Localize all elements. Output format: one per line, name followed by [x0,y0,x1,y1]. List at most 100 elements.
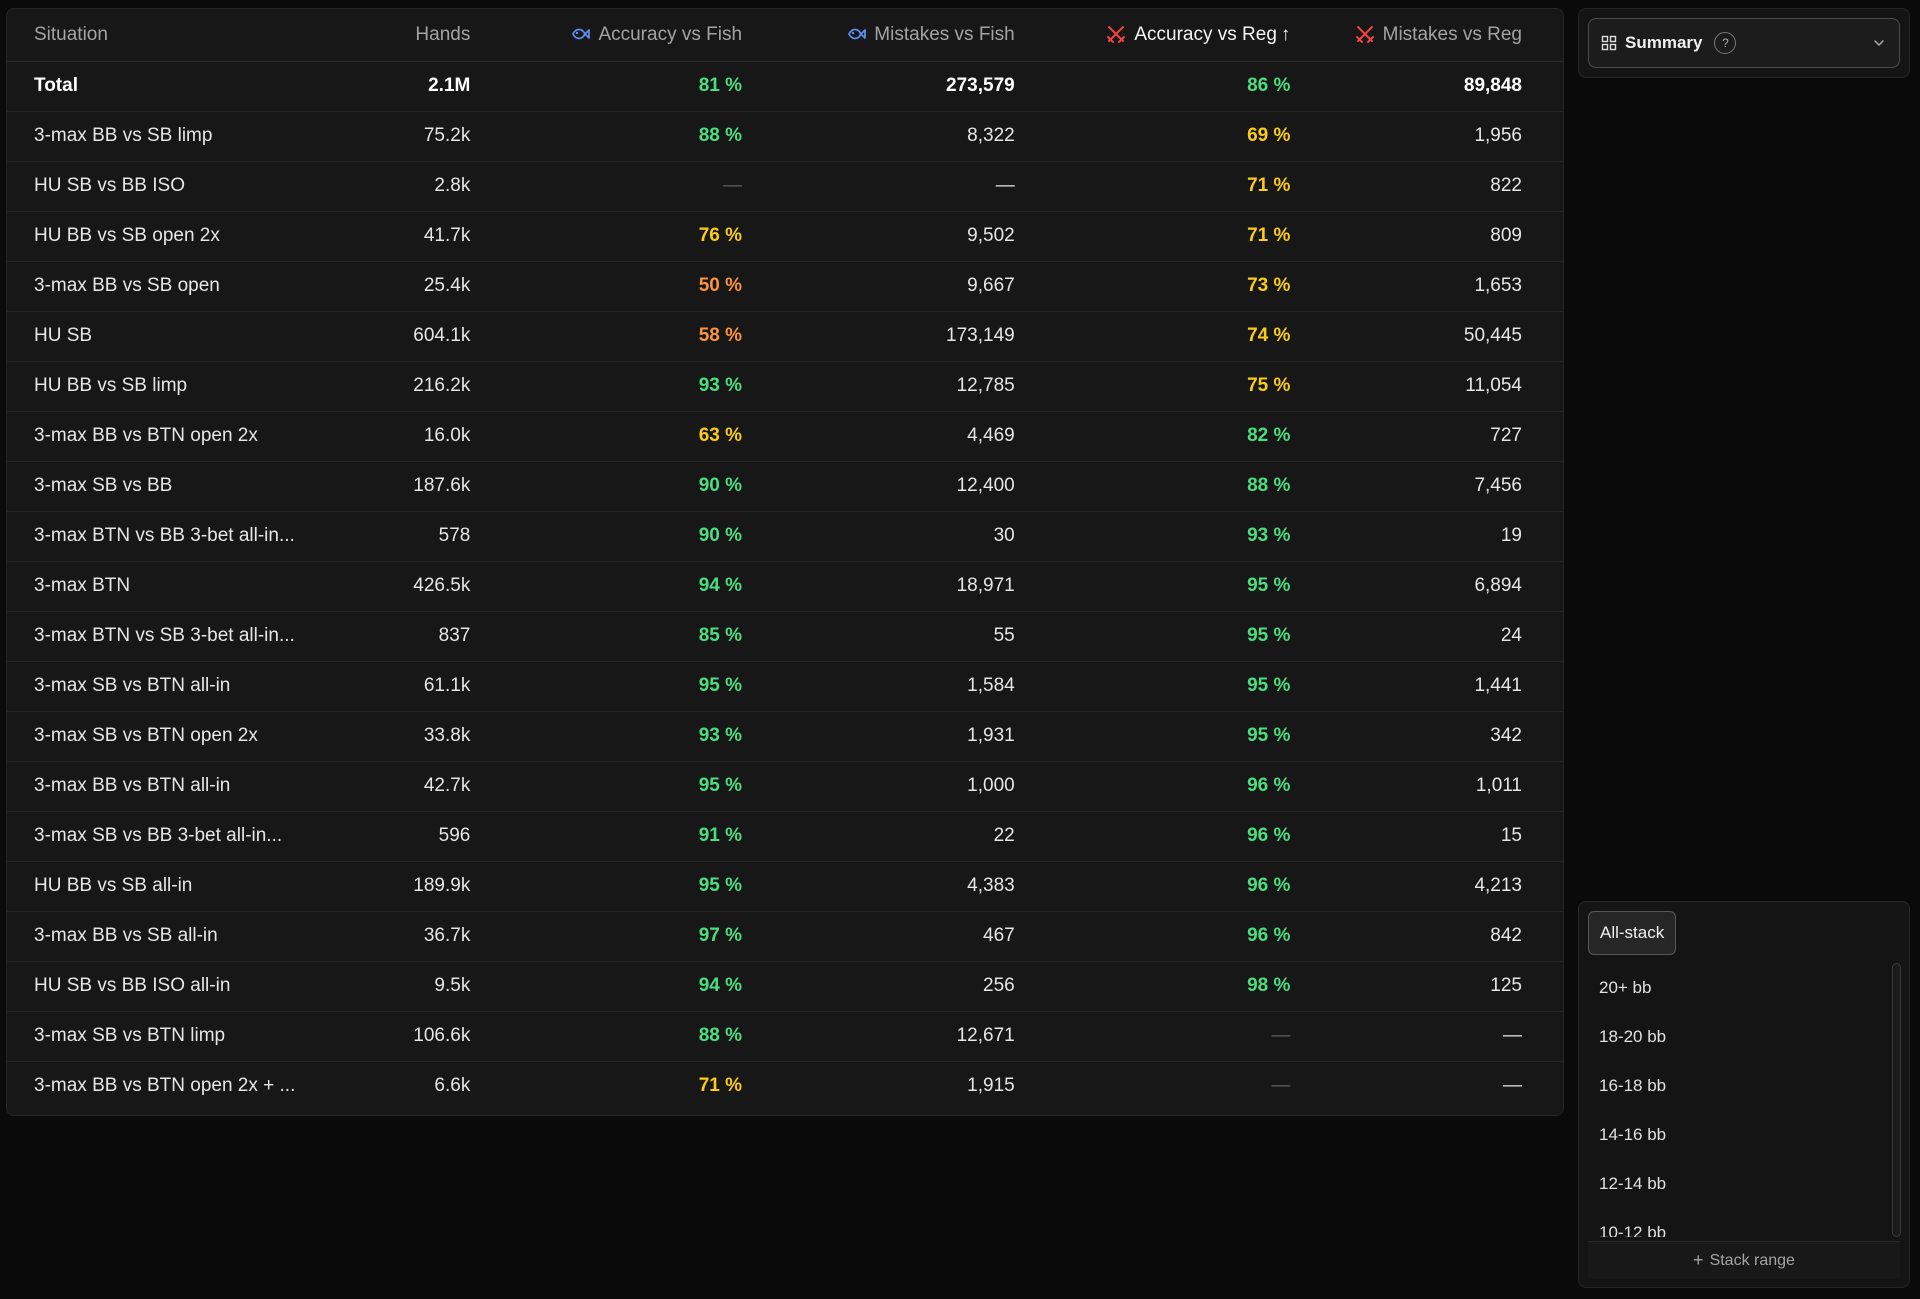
column-header-accuracy-vs-fish[interactable]: Accuracy vs Fish [478,9,753,62]
cell-mistakes-vs-reg: 4,213 [1474,875,1522,896]
cell-situation: HU SB vs BB ISO [34,175,185,196]
cell-accuracy-vs-fish: 71 % [698,1075,743,1097]
cell-hands: 106.6k [413,1025,471,1046]
cell-accuracy-vs-reg: 95 % [1247,725,1291,746]
cell-mistakes-vs-reg: 7,456 [1474,475,1522,496]
cell-mistakes-vs-fish: 273,579 [946,75,1015,96]
table-row[interactable]: 3-max SB vs BTN limp 106.6k 88 % 12,671 — — [7,1011,1563,1061]
summary-select[interactable]: Summary ? [1588,18,1900,68]
cell-accuracy-vs-fish: 95 % [698,675,743,696]
cell-mistakes-vs-reg: — [1503,1075,1522,1097]
table-row[interactable]: 3-max SB vs BB 3-bet all-in... 596 91 % 22 9… [7,811,1563,861]
table-row[interactable]: 3-max SB vs BTN open 2x 33.8k 93 % 1,931 95 … [7,711,1563,761]
cell-situation: HU SB [34,325,93,346]
table-row[interactable]: HU SB vs BB ISO 2.8k — — 71 % 822 [7,161,1563,211]
cell-hands: 41.7k [423,225,471,246]
table-row[interactable]: HU BB vs SB open 2x 41.7k 76 % 9,502 71 % 809 [7,211,1563,261]
stack-option[interactable]: 20+ bb [1599,978,1652,997]
cell-accuracy-vs-reg: 88 % [1247,475,1291,496]
cell-situation: Total [34,75,78,96]
grid-icon [1601,35,1617,51]
cell-mistakes-vs-fish: 1,000 [967,775,1015,796]
cell-situation: 3-max SB vs BB [34,475,173,496]
cell-mistakes-vs-reg: 15 [1500,825,1522,846]
cell-accuracy-vs-reg: — [1271,1025,1291,1046]
column-header-mistakes-vs-reg[interactable]: Mistakes vs Reg [1299,9,1563,62]
help-icon[interactable]: ? [1714,32,1737,54]
column-header-situation[interactable]: Situation [7,9,332,62]
cell-accuracy-vs-reg: 71 % [1247,225,1291,246]
cell-accuracy-vs-reg: 93 % [1247,525,1291,546]
table-row-total[interactable]: Total 2.1M 81 % 273,579 86 % 89,848 [7,61,1563,111]
stack-options-list[interactable]: 20+ bb 18-20 bb 16-18 bb 14-16 bb 12-14 bb 10… [1579,963,1889,1237]
cell-mistakes-vs-reg: 11,054 [1465,375,1522,396]
table-row[interactable]: 3-max BB vs BTN all-in 42.7k 95 % 1,000 96 %… [7,761,1563,811]
cell-hands: 16.0k [423,425,471,446]
cell-accuracy-vs-reg: 95 % [1247,575,1291,596]
table-row[interactable]: 3-max BTN 426.5k 94 % 18,971 95 % 6,894 [7,561,1563,611]
cell-mistakes-vs-reg: 727 [1490,425,1522,446]
cell-accuracy-vs-fish: — [723,175,743,196]
add-stack-range-button[interactable]: + Stack range [1588,1241,1900,1279]
cell-hands: 216.2k [413,375,471,396]
cell-situation: 3-max BB vs SB open [34,275,220,296]
cell-hands: 36.7k [423,925,471,946]
table-row[interactable]: 3-max BB vs SB all-in 36.7k 97 % 467 96 % 842 [7,911,1563,961]
cell-mistakes-vs-reg: 89,848 [1463,75,1522,96]
summary-panel: Summary ? [1578,8,1910,78]
cell-mistakes-vs-reg: 1,653 [1474,275,1522,296]
table-row[interactable]: HU BB vs SB all-in 189.9k 95 % 4,383 96 % 4,2… [7,861,1563,911]
table-row[interactable]: 3-max SB vs BB 187.6k 90 % 12,400 88 % 7,456 [7,461,1563,511]
table-row[interactable]: HU SB vs BB ISO all-in 9.5k 94 % 256 98 % 125 [7,961,1563,1011]
cell-accuracy-vs-reg: 96 % [1247,825,1291,846]
cell-hands: 25.4k [423,275,471,296]
cell-mistakes-vs-reg: 842 [1490,925,1522,946]
table-row[interactable]: 3-max SB vs BTN all-in 61.1k 95 % 1,584 95 %… [7,661,1563,711]
cell-mistakes-vs-reg: 809 [1490,225,1522,246]
table-row[interactable]: 3-max BTN vs SB 3-bet all-in... 837 85 % 55… [7,611,1563,661]
stack-list-scrollbar[interactable] [1892,963,1901,1237]
situations-table: Situation Hands Accuracy vs Fish Mistake… [7,9,1563,1111]
cell-accuracy-vs-fish: 50 % [698,275,743,296]
fish-icon [848,28,867,40]
table-row[interactable]: 3-max BB vs SB open 25.4k 50 % 9,667 73 % 1,6… [7,261,1563,311]
cell-mistakes-vs-fish: 12,671 [956,1025,1015,1046]
cell-accuracy-vs-fish: 94 % [698,575,743,596]
cell-mistakes-vs-fish: 18,971 [956,575,1015,596]
cell-accuracy-vs-fish: 76 % [698,225,743,246]
column-header-mistakes-vs-fish[interactable]: Mistakes vs Fish [752,9,1026,62]
table-row[interactable]: 3-max BTN vs BB 3-bet all-in... 578 90 % 30… [7,511,1563,561]
stack-option[interactable]: 10-12 bb [1599,1223,1667,1237]
table-row[interactable]: HU BB vs SB limp 216.2k 93 % 12,785 75 % 11,0… [7,361,1563,411]
cell-hands: 2.8k [434,175,471,196]
cell-hands: 596 [438,825,471,846]
cell-accuracy-vs-reg: — [1271,1075,1291,1097]
cell-situation: 3-max BB vs SB all-in [34,925,218,946]
cell-accuracy-vs-reg: 75 % [1247,375,1291,396]
column-header-accuracy-vs-reg[interactable]: Accuracy vs Reg ↑ [1025,9,1300,62]
sort-ascending-icon: ↑ [1280,23,1291,45]
table-header-row: Situation Hands Accuracy vs Fish Mistake… [7,9,1563,62]
column-header-hands[interactable]: Hands [331,9,479,62]
table-row[interactable]: 3-max BB vs BTN open 2x 16.0k 63 % 4,469 82 … [7,411,1563,461]
cell-mistakes-vs-reg: 24 [1500,625,1522,646]
cell-mistakes-vs-fish: 1,915 [967,1075,1015,1097]
situations-table-card: Situation Hands Accuracy vs Fish Mistake… [6,8,1564,1116]
table-body: Total 2.1M 81 % 273,579 86 % 89,848 3-max BB v… [7,61,1563,1111]
stack-option[interactable]: 18-20 bb [1599,1027,1667,1046]
table-row[interactable]: 3-max BB vs BTN open 2x + ... 6.6k 71 % 1,9… [7,1061,1563,1111]
cell-mistakes-vs-fish: 55 [993,625,1015,646]
cell-mistakes-vs-fish: 22 [993,825,1015,846]
cell-mistakes-vs-fish: 12,785 [956,375,1015,396]
cell-hands: 75.2k [423,125,471,146]
table-row[interactable]: HU SB 604.1k 58 % 173,149 74 % 50,445 [7,311,1563,361]
cell-situation: 3-max BB vs BTN open 2x [34,425,258,446]
cell-accuracy-vs-fish: 88 % [698,1025,743,1046]
stack-option[interactable]: 16-18 bb [1599,1076,1667,1095]
stack-option[interactable]: 12-14 bb [1599,1174,1667,1193]
stack-option[interactable]: 14-16 bb [1599,1125,1667,1144]
stack-option-all-stack[interactable]: All-stack [1588,911,1677,955]
table-row[interactable]: 3-max BB vs SB limp 75.2k 88 % 8,322 69 % 1,9… [7,111,1563,161]
cell-accuracy-vs-reg: 96 % [1247,925,1291,946]
fish-icon [572,28,591,40]
